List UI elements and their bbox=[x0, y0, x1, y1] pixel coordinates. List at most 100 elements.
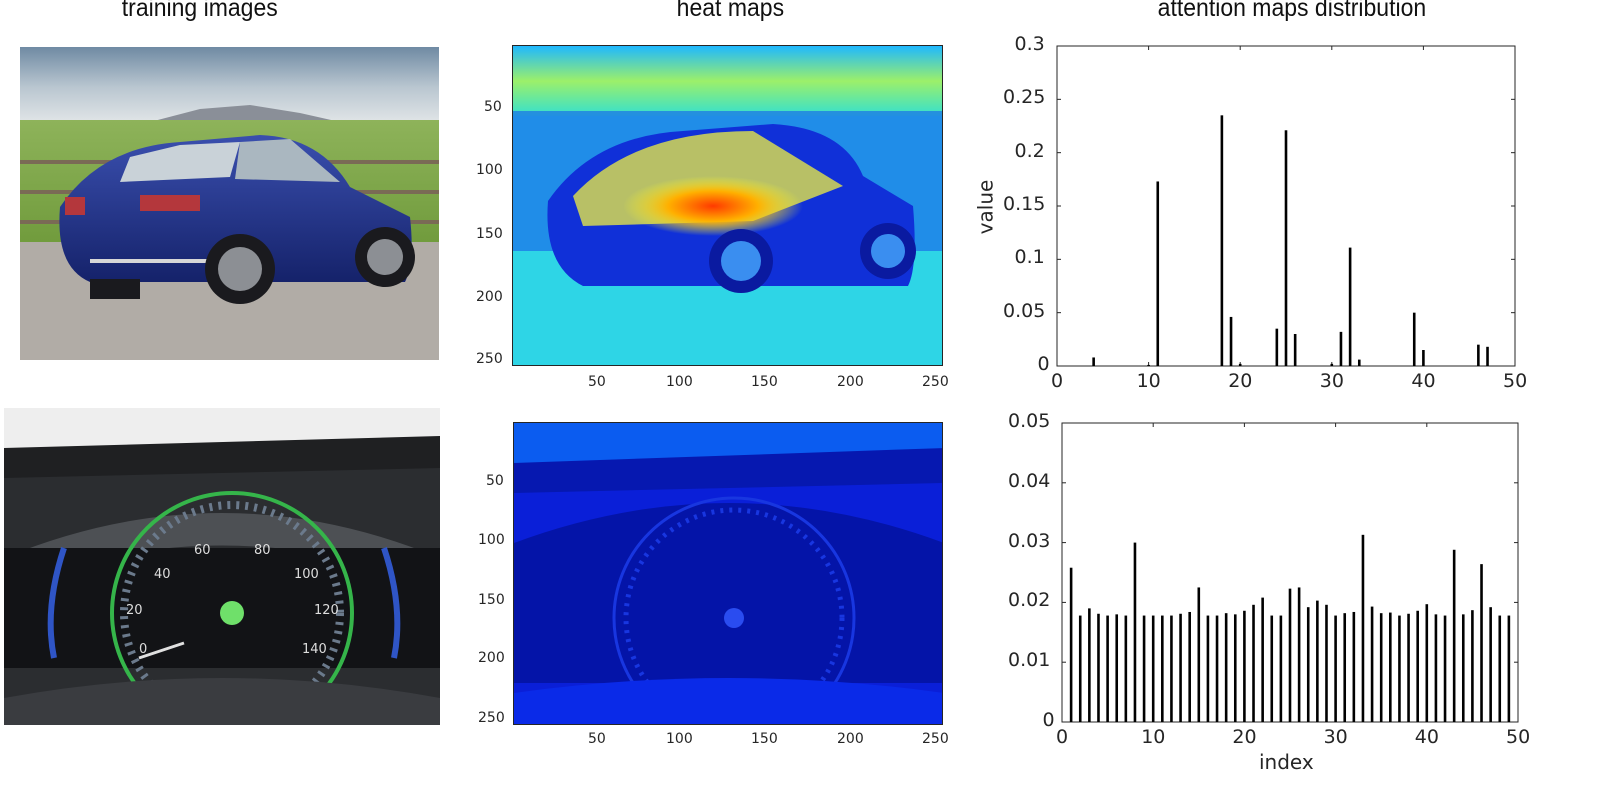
x-tick-label: 20 bbox=[1228, 370, 1253, 392]
bar bbox=[1461, 614, 1465, 722]
heat-ytick: 100 bbox=[476, 162, 503, 178]
bar bbox=[1407, 613, 1410, 722]
bar bbox=[1069, 567, 1073, 722]
bar bbox=[1498, 615, 1502, 722]
y-tick-label: 0 bbox=[1042, 709, 1055, 731]
heat-ytick: 100 bbox=[478, 532, 505, 548]
bar bbox=[1275, 328, 1279, 366]
y-tick-label: 0.01 bbox=[1008, 649, 1051, 672]
bar bbox=[1224, 613, 1228, 722]
heat-ytick: 200 bbox=[478, 650, 505, 666]
x-tick-label: 20 bbox=[1232, 726, 1257, 748]
heat-ytick: 150 bbox=[478, 592, 505, 608]
heat-map-car bbox=[512, 45, 943, 366]
speedo-label: 40 bbox=[154, 567, 171, 582]
heat-xtick: 250 bbox=[922, 374, 949, 390]
bar bbox=[1147, 364, 1150, 366]
bar bbox=[1106, 615, 1109, 722]
y-tick-label: 0.2 bbox=[1014, 139, 1045, 162]
bar bbox=[1161, 615, 1164, 722]
x-tick-label: 0 bbox=[1051, 370, 1064, 392]
y-tick-label: 0.02 bbox=[1008, 589, 1051, 612]
bar bbox=[1233, 614, 1237, 722]
bar bbox=[1284, 130, 1288, 366]
y-tick-label: 0.3 bbox=[1014, 33, 1045, 55]
speedo-label: 20 bbox=[126, 603, 143, 618]
bar bbox=[1142, 615, 1146, 722]
bar bbox=[1088, 608, 1091, 722]
y-tick-label: 0.25 bbox=[1003, 86, 1046, 109]
bar bbox=[1489, 607, 1492, 722]
heat-xtick: 50 bbox=[588, 731, 606, 747]
bar bbox=[1343, 613, 1347, 722]
bar bbox=[1452, 549, 1456, 722]
y-tick-label: 0.03 bbox=[1008, 529, 1051, 552]
bar bbox=[1115, 614, 1119, 722]
x-tick-label: 10 bbox=[1136, 370, 1161, 392]
bar bbox=[1297, 587, 1301, 722]
heat-ytick: 50 bbox=[484, 99, 502, 115]
y-tick-label: 0.04 bbox=[1008, 469, 1051, 492]
y-tick-label: 0.05 bbox=[1003, 299, 1046, 322]
bar bbox=[1279, 615, 1283, 722]
bar bbox=[1156, 181, 1160, 366]
heat-xtick: 100 bbox=[666, 374, 693, 390]
bar bbox=[1197, 587, 1201, 722]
heat-ytick: 200 bbox=[476, 289, 503, 305]
bar bbox=[1092, 357, 1095, 366]
bar bbox=[1288, 588, 1292, 722]
bar bbox=[1252, 604, 1255, 722]
x-tick-label: 0 bbox=[1056, 726, 1069, 748]
heat-ytick: 150 bbox=[476, 226, 503, 242]
heat-xtick: 200 bbox=[837, 374, 864, 390]
y-tick-label: 0.1 bbox=[1014, 246, 1045, 269]
bar bbox=[1330, 363, 1334, 366]
bar bbox=[1352, 611, 1356, 722]
attention-title: attention maps distribution bbox=[1157, 0, 1427, 22]
bar bbox=[1243, 610, 1246, 722]
y-tick-label: 0.15 bbox=[1003, 193, 1046, 215]
bar bbox=[1416, 610, 1419, 722]
bar bbox=[1261, 597, 1264, 722]
bar bbox=[1348, 247, 1352, 366]
heat-xtick: 250 bbox=[922, 731, 949, 747]
speedo-label: 140 bbox=[302, 642, 327, 657]
heat-xtick: 200 bbox=[837, 731, 864, 747]
bar bbox=[1507, 615, 1511, 722]
bar bbox=[1133, 542, 1137, 722]
bar bbox=[1434, 614, 1438, 722]
bar bbox=[1443, 615, 1447, 722]
bar bbox=[1124, 615, 1128, 722]
bar bbox=[1270, 615, 1274, 722]
heat-ytick: 50 bbox=[486, 473, 504, 489]
bar bbox=[1486, 346, 1489, 366]
heat-ytick: 250 bbox=[476, 351, 503, 367]
bar bbox=[1379, 613, 1383, 722]
y-tick-label: 0.05 bbox=[1008, 410, 1051, 432]
x-tick-label: 40 bbox=[1414, 726, 1439, 748]
x-tick-label: 30 bbox=[1319, 370, 1344, 392]
speedo-label: 0 bbox=[139, 642, 147, 657]
bar bbox=[1078, 615, 1082, 722]
speedo-label: 80 bbox=[254, 543, 271, 558]
bar bbox=[1293, 334, 1297, 366]
bar bbox=[1229, 316, 1233, 366]
heat-maps-title: heat maps bbox=[676, 0, 785, 22]
bar bbox=[1238, 363, 1242, 366]
bar bbox=[1334, 615, 1337, 722]
speedo-label: 60 bbox=[194, 543, 211, 558]
bar bbox=[1170, 615, 1173, 722]
y-tick-label: 0 bbox=[1037, 353, 1050, 375]
bar bbox=[1477, 344, 1480, 366]
bar bbox=[1316, 600, 1319, 722]
x-axis-title: index bbox=[1259, 750, 1314, 774]
bar bbox=[1188, 611, 1191, 722]
bar bbox=[1412, 312, 1416, 366]
bar bbox=[1339, 331, 1343, 366]
x-tick-label: 10 bbox=[1141, 726, 1166, 748]
bar bbox=[1480, 564, 1483, 722]
training-image-car bbox=[20, 47, 439, 360]
heat-ytick: 250 bbox=[478, 710, 505, 726]
x-tick-label: 40 bbox=[1411, 370, 1436, 392]
training-image-dashboard: 0 20 40 60 80 100 120 140 bbox=[4, 408, 440, 725]
